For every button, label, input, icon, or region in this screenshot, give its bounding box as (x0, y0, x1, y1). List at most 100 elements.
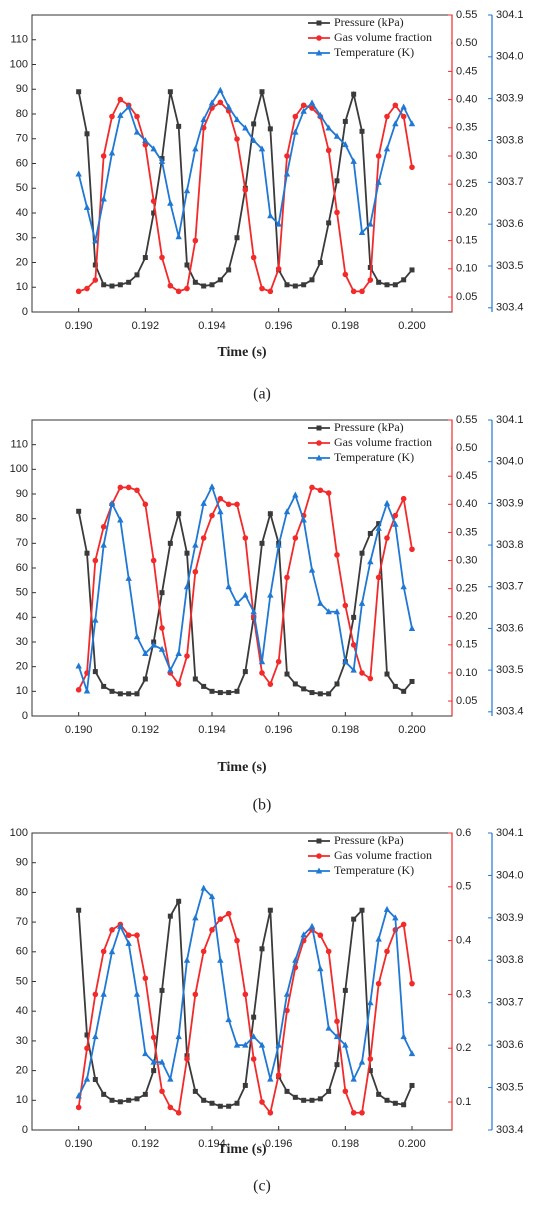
marker (234, 136, 240, 142)
marker (317, 691, 323, 697)
y3-tick-label: 303.4 (496, 706, 524, 718)
marker (117, 96, 124, 103)
marker (350, 157, 357, 164)
y-tick-label: 80 (16, 108, 28, 120)
y3-tick-label: 304.0 (496, 51, 524, 63)
legend-label: Temperature (K) (334, 863, 414, 877)
y-tick-label: 20 (16, 1065, 28, 1077)
marker (134, 932, 140, 939)
marker (192, 145, 199, 152)
marker (184, 285, 190, 292)
y2-tick-label: 0.05 (456, 291, 477, 303)
marker (159, 625, 165, 631)
marker (375, 574, 382, 581)
marker (284, 282, 290, 288)
marker (376, 279, 382, 285)
marker (233, 1041, 241, 1048)
y3-tick-label: 303.9 (496, 497, 524, 509)
marker (217, 1103, 223, 1109)
y2-tick-label: 0.15 (456, 639, 477, 651)
y2-tick-label: 0.35 (456, 122, 477, 134)
x-tick-label: 0.198 (332, 724, 360, 736)
marker (392, 120, 399, 127)
marker (92, 669, 98, 675)
marker (367, 220, 374, 227)
marker (284, 153, 290, 159)
marker (242, 591, 249, 598)
y-tick-label: 100 (10, 827, 28, 839)
marker (226, 267, 232, 273)
marker (75, 662, 82, 669)
y2-tick-label: 0.6 (456, 827, 471, 839)
marker (217, 86, 224, 93)
y-tick-label: 10 (16, 281, 28, 293)
marker (184, 550, 190, 556)
marker (376, 1091, 382, 1097)
marker (317, 487, 324, 494)
marker (358, 599, 366, 606)
marker (316, 853, 322, 859)
marker (201, 683, 207, 689)
marker (200, 884, 207, 891)
marker (125, 103, 132, 110)
marker (325, 124, 332, 131)
marker (92, 557, 99, 564)
marker (250, 136, 257, 143)
marker (234, 1100, 240, 1106)
marker (350, 1109, 357, 1116)
marker (76, 508, 82, 514)
marker (350, 288, 357, 295)
marker (367, 999, 374, 1006)
marker (275, 541, 282, 548)
y3-tick-label: 303.6 (496, 218, 524, 230)
marker (359, 907, 365, 913)
marker (83, 203, 91, 210)
marker (351, 916, 357, 922)
marker (175, 288, 182, 295)
marker (100, 523, 107, 530)
marker (315, 867, 323, 874)
marker (258, 145, 266, 152)
marker (134, 272, 140, 278)
y-tick-label: 20 (16, 256, 28, 268)
marker (401, 688, 407, 694)
marker (92, 237, 99, 244)
marker (225, 501, 232, 508)
marker (259, 946, 265, 952)
x-tick-label: 0.192 (132, 724, 160, 736)
y-tick-label: 10 (16, 685, 28, 697)
marker (326, 691, 332, 697)
y2-tick-label: 0.55 (456, 414, 477, 426)
marker (133, 990, 141, 997)
marker (192, 237, 199, 244)
marker (242, 991, 249, 998)
marker (284, 574, 290, 581)
marker (167, 282, 174, 289)
marker (259, 540, 265, 546)
x-tick-label: 0.196 (265, 724, 293, 736)
x-tick-label: 0.198 (332, 1138, 360, 1150)
marker (325, 147, 332, 154)
marker (158, 1058, 166, 1065)
y2-tick-label: 0.1 (456, 1096, 471, 1108)
marker (301, 686, 307, 692)
y-tick-label: 30 (16, 1035, 28, 1047)
marker (159, 1088, 165, 1095)
marker (375, 524, 382, 531)
marker (234, 688, 240, 694)
marker (125, 574, 132, 581)
y2-tick-label: 0.5 (456, 881, 471, 893)
marker (367, 1056, 374, 1062)
marker (142, 1091, 148, 1097)
y2-tick-label: 0.10 (456, 263, 477, 275)
marker (109, 927, 115, 933)
marker (134, 691, 140, 697)
marker (333, 132, 341, 139)
marker (233, 599, 241, 606)
marker (334, 552, 340, 558)
marker (384, 1097, 390, 1103)
y3-tick-label: 303.4 (496, 1124, 524, 1136)
caption: (a) (253, 386, 271, 403)
marker (142, 676, 148, 682)
